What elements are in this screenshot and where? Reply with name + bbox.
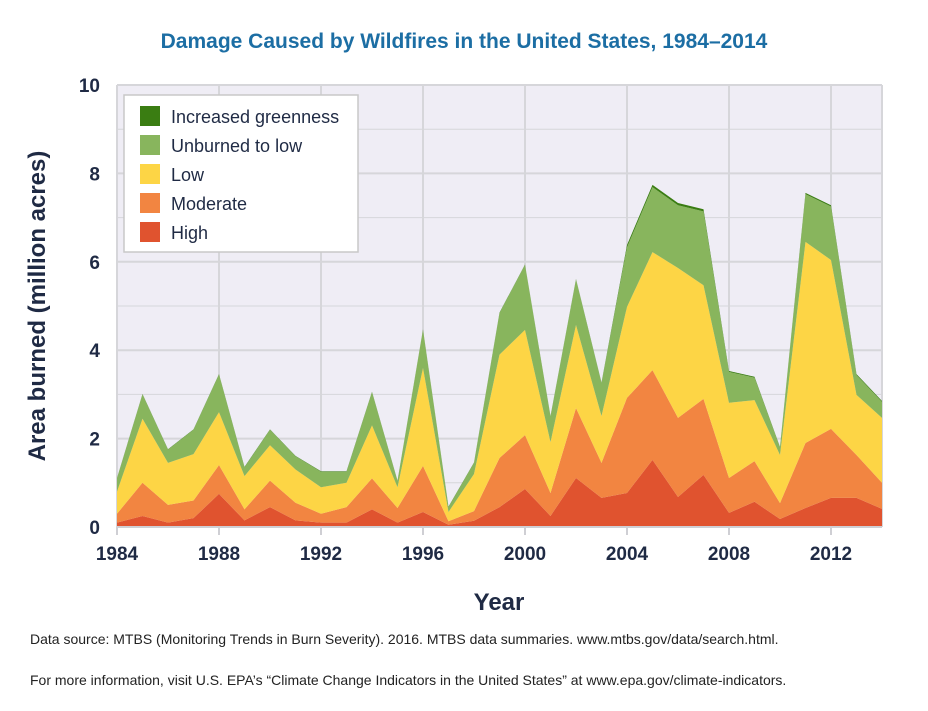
area-series xyxy=(117,184,882,527)
x-tick-label: 2012 xyxy=(810,544,852,565)
legend-label: Low xyxy=(171,165,205,185)
y-tick-label: 2 xyxy=(89,430,100,451)
y-tick-label: 8 xyxy=(89,164,100,185)
legend-swatch xyxy=(140,135,160,155)
legend-label: High xyxy=(171,223,208,243)
y-tick-label: 4 xyxy=(89,341,100,362)
x-tick-label: 1984 xyxy=(96,544,139,565)
y-tick-label: 0 xyxy=(89,518,100,539)
area-high xyxy=(117,459,882,527)
x-axis-ticks: 1984 1988 1992 1996 2000 2004 2008 2012 xyxy=(96,527,852,565)
legend-label: Unburned to low xyxy=(171,136,303,156)
area-moderate xyxy=(117,370,882,525)
area-unburned-to-low xyxy=(117,187,882,512)
y-tick-label: 6 xyxy=(89,253,100,274)
x-tick-label: 2004 xyxy=(606,544,649,565)
legend-swatch xyxy=(140,164,160,184)
legend: Increased greenness Unburned to low Low Mod… xyxy=(123,94,359,253)
y-axis-label: Area burned (million acres) xyxy=(24,151,51,462)
x-axis-label: Year xyxy=(474,589,525,616)
legend-swatch xyxy=(140,106,160,126)
legend-swatch xyxy=(140,193,160,213)
stacked-area-chart: Damage Caused by Wildfires in the United… xyxy=(24,30,883,616)
chart-title: Damage Caused by Wildfires in the United… xyxy=(161,30,768,53)
x-tick-label: 1996 xyxy=(402,544,444,565)
y-axis-ticks: 0 2 4 6 8 10 xyxy=(79,76,101,539)
legend-label: Moderate xyxy=(171,194,247,214)
y-tick-label: 10 xyxy=(79,76,100,97)
x-tick-label: 2000 xyxy=(504,544,546,565)
legend-label: Increased greenness xyxy=(171,107,339,127)
data-source-note: Data source: MTBS (Monitoring Trends in … xyxy=(30,631,779,647)
x-tick-label: 2008 xyxy=(708,544,750,565)
legend-box xyxy=(123,94,359,253)
x-tick-label: 1992 xyxy=(300,544,342,565)
x-tick-label: 1988 xyxy=(198,544,240,565)
legend-swatch xyxy=(140,222,160,242)
more-info-note: For more information, visit U.S. EPA’s “… xyxy=(30,672,787,688)
area-low xyxy=(117,241,882,522)
